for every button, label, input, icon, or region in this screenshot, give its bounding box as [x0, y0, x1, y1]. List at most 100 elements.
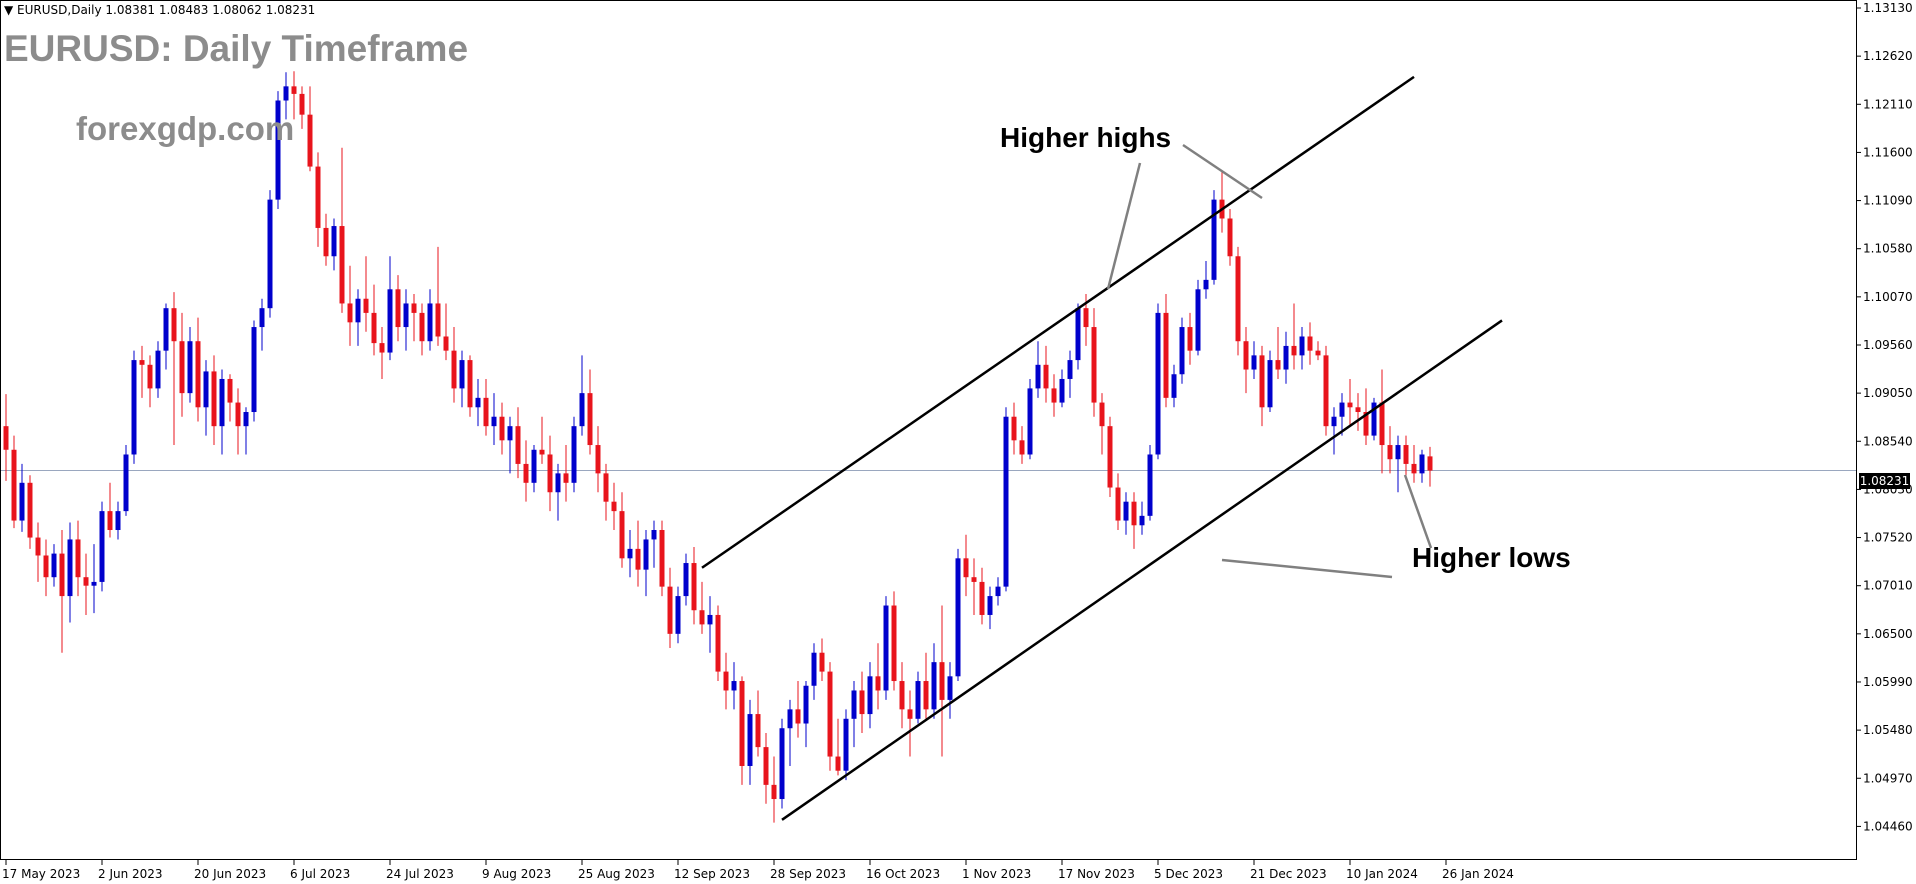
candle [115, 501, 121, 540]
candle-body [803, 685, 809, 724]
candle [35, 522, 41, 582]
candle [1147, 445, 1153, 521]
candle [643, 530, 649, 597]
candle [427, 289, 433, 351]
x-tick-label: 10 Jan 2024 [1346, 867, 1418, 881]
candle-body [1139, 515, 1145, 526]
candle-body [1227, 218, 1233, 257]
candle-body [443, 336, 449, 351]
candle-body [515, 426, 521, 464]
candle-body [787, 709, 793, 729]
candle-body [115, 511, 121, 531]
candle-body [1035, 364, 1041, 389]
candle [1419, 449, 1425, 483]
candle [515, 407, 521, 479]
website-watermark: forexgdp.com [76, 110, 295, 147]
candle-body [139, 360, 145, 365]
candle-body [739, 681, 745, 766]
candle-body [971, 577, 977, 582]
candle [939, 605, 945, 757]
candle [931, 643, 937, 719]
candle-body [1307, 336, 1313, 351]
candle [83, 553, 89, 615]
candle-body [643, 539, 649, 570]
candle [331, 218, 337, 271]
candle [491, 393, 497, 446]
x-tick-label: 5 Dec 2023 [1154, 867, 1223, 881]
y-tick-label: 1.13130 [1863, 1, 1913, 15]
candle-body [595, 445, 601, 474]
candle-body [755, 714, 761, 748]
candle-body [819, 652, 825, 672]
candle-body [299, 93, 305, 115]
candle-body [627, 548, 633, 559]
x-tick-label: 6 Jul 2023 [290, 867, 350, 881]
plot-frame [0, 0, 1857, 860]
candle-body [203, 371, 209, 408]
candle-body [27, 482, 33, 538]
candle-body [1339, 402, 1345, 417]
candle-body [171, 308, 177, 342]
candle-body [891, 605, 897, 682]
candle [603, 463, 609, 521]
candle-body [355, 298, 361, 323]
candle-body [379, 343, 385, 353]
candle-body [179, 341, 185, 394]
candle [1019, 426, 1025, 464]
candle-body [3, 426, 9, 450]
candle-body [435, 303, 441, 337]
candle-body [1123, 501, 1129, 521]
x-tick-label: 25 Aug 2023 [578, 867, 655, 881]
candle [275, 91, 281, 210]
candle-body [427, 303, 433, 342]
candle-body [1027, 388, 1033, 455]
candle [451, 327, 457, 403]
candle [875, 643, 881, 710]
candle-body [259, 308, 265, 328]
candle-body [555, 473, 561, 493]
candle [859, 671, 865, 733]
candle-body [315, 166, 321, 228]
x-tick-label: 1 Nov 2023 [962, 867, 1031, 881]
candle [387, 256, 393, 361]
higher-highs-label: Higher highs [1000, 122, 1172, 153]
candle-body [347, 303, 353, 323]
candle [995, 577, 1001, 606]
candle-body [723, 671, 729, 691]
candle [131, 350, 137, 464]
candle-body [339, 226, 345, 304]
x-axis: 17 May 2023 2 Jun 2023 20 Jun 2023 6 Jul 20… [2, 860, 1514, 881]
candle-body [683, 563, 689, 597]
trendlines [701, 75, 1503, 821]
candle-body [1379, 402, 1385, 446]
candle-body [275, 100, 281, 200]
candle [11, 435, 17, 529]
candle [171, 292, 177, 446]
candle [811, 643, 817, 700]
candle-body [1403, 445, 1409, 464]
candle-body [147, 364, 153, 389]
candle-body [811, 652, 817, 686]
candle-body [875, 676, 881, 691]
candle [523, 440, 529, 502]
candle-body [1107, 426, 1113, 488]
x-tick-label: 17 May 2023 [2, 867, 80, 881]
candle [907, 690, 913, 757]
candle [219, 369, 225, 455]
candle [947, 662, 953, 719]
candle [619, 492, 625, 568]
candle [571, 416, 577, 493]
candle-body [579, 393, 585, 427]
candle-body [851, 690, 857, 719]
candle [227, 374, 233, 422]
candle [443, 303, 449, 361]
candle-body [403, 303, 409, 328]
candle-body [867, 676, 873, 715]
candle [1235, 246, 1241, 356]
candle-body [67, 539, 73, 597]
candle [1243, 327, 1249, 394]
candle-body [1323, 355, 1329, 427]
candle-body [1355, 407, 1361, 413]
annotation-pointers [1106, 143, 1433, 579]
pointer-higher-high-2 [1182, 143, 1263, 200]
